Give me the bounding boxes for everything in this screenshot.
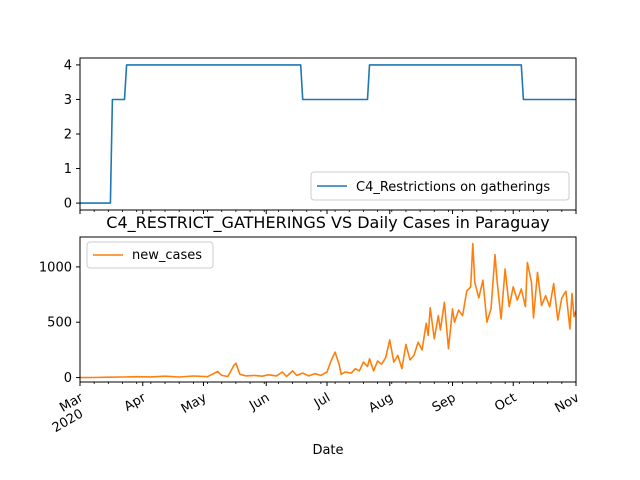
restrictions-y-tick-label: 0 (64, 197, 72, 212)
cases-legend-box (86, 241, 214, 269)
cases-axes-frame (79, 236, 577, 383)
cases-y-tick-label: 1000 (39, 260, 72, 275)
x-tick-label: Jul (311, 390, 333, 411)
cases-plot-area (79, 242, 577, 379)
restrictions-x-ticks (79, 210, 577, 214)
restrictions-legend-box (310, 171, 570, 201)
restrictions-y-tick-label: 1 (64, 162, 72, 177)
cases-y-tick-label: 500 (47, 316, 72, 331)
restrictions-plot-area (80, 64, 576, 204)
x-axis-title: Date (312, 443, 343, 458)
restrictions-legend-label: C4_Restrictions on gatherings (356, 180, 550, 195)
cases-y-tick-label: 0 (64, 371, 72, 386)
cases-series-line-0 (79, 242, 577, 379)
cases-y-ticks: 0 500 1000 (39, 260, 80, 386)
cases-legend-label: new_cases (132, 248, 202, 263)
restrictions-y-ticks: 0 1 2 3 4 (64, 58, 80, 212)
restrictions-y-tick-label: 3 (64, 93, 72, 108)
restrictions-legend: C4_Restrictions on gatherings (310, 171, 570, 201)
restrictions-y-tick-label: 2 (64, 128, 72, 143)
restrictions-panel: 0 1 2 3 4 C4_Restrictions on gatherings (64, 57, 577, 214)
chart-title: C4_RESTRICT_GATHERINGS VS Daily Cases in… (106, 213, 549, 233)
cases-legend: new_cases (86, 241, 214, 269)
restrictions-y-tick-label: 4 (64, 58, 72, 73)
restrictions-series-line-0 (80, 64, 576, 204)
